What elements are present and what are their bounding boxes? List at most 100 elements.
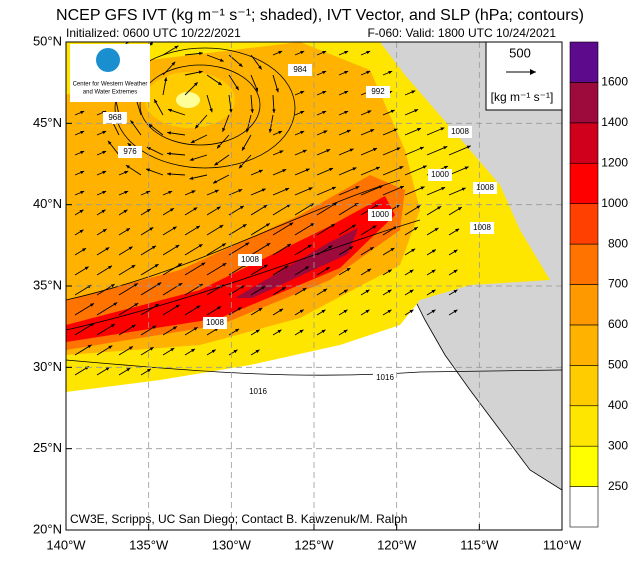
ivt-vector-head bbox=[131, 264, 136, 269]
colorbar-label: 800 bbox=[608, 236, 628, 250]
ivt-vector-head bbox=[196, 305, 201, 309]
colorbar-label: 1200 bbox=[601, 155, 628, 169]
lat-label: 35°N bbox=[33, 277, 62, 292]
ivt-vector-head bbox=[105, 247, 110, 251]
ivt-vector-head bbox=[272, 109, 276, 113]
ivt-vector-head bbox=[167, 108, 172, 113]
vector-legend-arrow bbox=[530, 69, 536, 75]
ivt-vector-head bbox=[279, 150, 284, 154]
ivt-vector-head bbox=[409, 289, 414, 294]
contour-label-bg bbox=[203, 317, 227, 329]
ivt-vector bbox=[448, 145, 471, 156]
ivt-vector-head bbox=[275, 88, 279, 93]
ivt-vector-head bbox=[221, 243, 226, 247]
ivt-vector-head bbox=[107, 140, 112, 145]
ivt-vector-head bbox=[387, 289, 392, 294]
ivt-vector-head bbox=[102, 229, 107, 233]
ivt-vector bbox=[426, 145, 448, 156]
lat-label: 25°N bbox=[33, 440, 62, 455]
ivt-vector-head bbox=[235, 86, 239, 91]
ivt-vector-head bbox=[409, 269, 414, 274]
contour-label: 1016 bbox=[376, 373, 394, 382]
ivt-vector-head bbox=[209, 108, 213, 113]
ivt-vector-head bbox=[255, 349, 260, 354]
ivt-vector bbox=[316, 202, 338, 216]
ivt-vector bbox=[338, 202, 359, 216]
ivt-vector-head bbox=[198, 244, 203, 248]
ivt-vector-head bbox=[300, 110, 305, 115]
ivt-vector bbox=[272, 222, 294, 236]
ivt-vector-head bbox=[108, 345, 113, 349]
ivt-vector-head bbox=[84, 266, 89, 270]
ivt-vector-head bbox=[431, 269, 436, 274]
ivt-vector-head bbox=[464, 166, 469, 170]
ivt-vector-head bbox=[171, 61, 176, 66]
ivt-vector-head bbox=[387, 309, 392, 314]
colorbar-label: 400 bbox=[608, 398, 628, 412]
ivt-vector-head bbox=[461, 187, 466, 191]
ivt-vector-head bbox=[265, 223, 270, 227]
ivt-vector-head bbox=[250, 109, 254, 113]
ivt-vector-head bbox=[174, 45, 179, 50]
ivt-vector-head bbox=[365, 309, 370, 314]
lon-label: 125°W bbox=[294, 537, 334, 552]
ivt-vector-head bbox=[175, 245, 180, 249]
ivt-vector-head bbox=[369, 247, 374, 251]
contour-label-bg bbox=[246, 386, 270, 398]
contour-label: 976 bbox=[123, 147, 137, 156]
contour-label-bg bbox=[118, 146, 142, 158]
ivt-vector-head bbox=[323, 288, 328, 293]
ivt-vector-head bbox=[113, 302, 118, 306]
ivt-vector-head bbox=[131, 324, 136, 329]
ivt-vector-head bbox=[302, 287, 307, 292]
ivt-vector-head bbox=[284, 265, 289, 269]
ivt-vector-head bbox=[149, 347, 154, 351]
contour-label-bg bbox=[288, 64, 312, 76]
colorbar-box bbox=[569, 324, 599, 366]
ivt-vector-head bbox=[281, 287, 286, 291]
ivt-vector-head bbox=[222, 127, 226, 132]
ivt-vector-head bbox=[390, 247, 395, 252]
ivt-vector-head bbox=[191, 348, 196, 353]
colorbar-box bbox=[569, 284, 599, 326]
ivt-vector-head bbox=[101, 209, 106, 214]
ivt-vector-head bbox=[321, 309, 326, 314]
ivt-vector-head bbox=[346, 129, 351, 134]
ivt-vector-head bbox=[409, 309, 414, 314]
ivt-vector-head bbox=[322, 90, 327, 95]
ivt-vector-head bbox=[375, 166, 380, 170]
ivt-vector-head bbox=[352, 167, 357, 171]
ivt-vector-head bbox=[444, 165, 449, 170]
credit: CW3E, Scripps, UC San Diego; Contact B. … bbox=[70, 512, 407, 526]
ivt-vector-head bbox=[416, 205, 421, 209]
ivt-vector-head bbox=[299, 309, 304, 313]
colorbar-label: 250 bbox=[608, 479, 628, 493]
ivt-vector-head bbox=[457, 207, 462, 211]
ivt-vector-head bbox=[193, 82, 198, 87]
ivt-vector-head bbox=[370, 129, 375, 133]
ivt-vector bbox=[74, 322, 95, 336]
ivt-vector-head bbox=[152, 325, 157, 329]
ivt-vector-head bbox=[245, 242, 250, 246]
contour bbox=[66, 179, 401, 301]
ivt-vector-head bbox=[434, 227, 439, 232]
ivt-vector-head bbox=[170, 208, 174, 212]
ivt-vector-head bbox=[322, 70, 327, 75]
ivt-vector-head bbox=[175, 304, 180, 309]
ivt-vector-head bbox=[258, 308, 263, 312]
ivt-vector bbox=[404, 165, 427, 176]
ivt-vector-head bbox=[154, 303, 159, 308]
contour-label: 1008 bbox=[241, 255, 259, 264]
ivt-vector-head bbox=[167, 151, 171, 156]
ivt-vector-head bbox=[266, 243, 271, 247]
vector-legend-value: 500 bbox=[509, 45, 531, 60]
ivt-vector-head bbox=[443, 146, 448, 150]
ivt-vector-head bbox=[453, 269, 458, 274]
ivt-vector-head bbox=[102, 130, 107, 135]
ivt-vector-head bbox=[400, 185, 405, 190]
ivt-vector-head bbox=[211, 349, 216, 353]
ivt-vector-head bbox=[343, 309, 348, 314]
ivt-vector-head bbox=[302, 149, 307, 153]
ivt-vector-head bbox=[328, 245, 333, 249]
ivt-vector bbox=[382, 165, 404, 176]
